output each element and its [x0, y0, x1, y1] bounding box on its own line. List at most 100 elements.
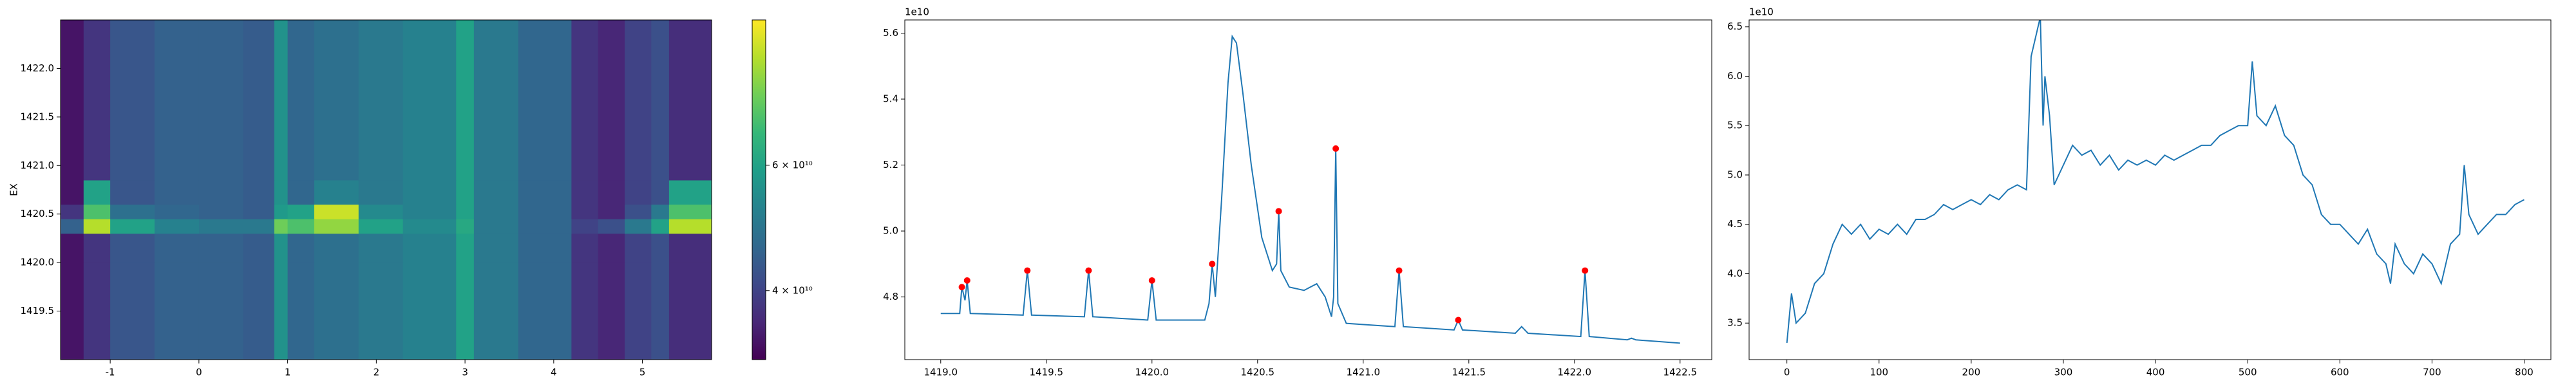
heatmap-cell: [456, 219, 475, 234]
heatmap-cell: [668, 20, 712, 181]
heatmap-cell: [651, 20, 670, 181]
heatmap-cell: [358, 219, 404, 234]
heatmap-cell: [274, 262, 289, 360]
colorbar-tick-label: 4 × 10¹⁰: [772, 284, 813, 296]
heatmap-cell: [274, 219, 289, 234]
heatmap-cell: [402, 262, 457, 360]
heatmap-cell: [243, 262, 275, 360]
x-tick-label: 5: [639, 367, 646, 378]
heatmap-cell: [625, 262, 652, 360]
peak-marker: [963, 277, 971, 284]
heatmap-cell: [314, 204, 359, 219]
heatmap-cell: [518, 20, 572, 181]
y-tick-label: 5.2: [883, 159, 898, 170]
x-tick-label: 1421.0: [1347, 367, 1381, 378]
heatmap-cell: [314, 233, 359, 263]
heatmap-cell: [274, 20, 289, 181]
heatmap-cell: [358, 179, 404, 205]
axes-frame: [60, 19, 712, 360]
peak-marker: [1582, 267, 1589, 274]
heatmap-cell: [668, 233, 712, 263]
heatmap-cell: [287, 204, 315, 219]
heatmap-cell: [625, 20, 652, 181]
peak-marker: [1396, 267, 1403, 274]
peak-marker: [1455, 317, 1462, 324]
heatmap-cell: [155, 179, 200, 205]
heatmap-cell: [598, 204, 625, 219]
heatmap-cell: [473, 233, 519, 263]
x-tick-label: 1419.0: [924, 367, 958, 378]
y-axis-label: EX: [8, 183, 20, 196]
heatmap-cell: [456, 262, 475, 360]
heatmap-cell: [287, 219, 315, 234]
peak-marker: [1275, 208, 1282, 215]
plot-area: [1786, 20, 2524, 344]
peak-marker: [1209, 261, 1216, 268]
heatmap-cell: [110, 179, 155, 205]
heatmap-cell: [402, 204, 457, 219]
y-tick-label: 5.0: [883, 225, 898, 237]
heatmap-cell: [518, 219, 572, 234]
heatmap-cell: [61, 179, 84, 205]
y-tick-label: 5.4: [883, 93, 898, 105]
heatmap-cell: [155, 204, 200, 219]
heatmap-cell: [110, 20, 155, 181]
heatmap-cell: [473, 204, 519, 219]
heatmap-cell: [61, 262, 84, 360]
x-tick-label: 3: [462, 367, 468, 378]
y-tick-label: 1421.5: [21, 111, 55, 122]
heatmap-cell: [651, 262, 670, 360]
x-tick-label: 1422.0: [1558, 367, 1592, 378]
heatmap-cell: [314, 20, 359, 181]
heatmap-cell: [402, 20, 457, 181]
heatmap-cell: [198, 262, 244, 360]
line-series: [940, 34, 1680, 344]
heatmap-cell: [668, 179, 712, 205]
heatmap-cell: [358, 233, 404, 263]
heatmap-cell: [243, 219, 275, 234]
heatmap-cell: [518, 204, 572, 219]
peak-marker: [1148, 277, 1155, 284]
x-tick-label: 1421.5: [1452, 367, 1486, 378]
heatmap-cell: [473, 20, 519, 181]
heatmap-cell: [358, 20, 404, 181]
heatmap-cell: [155, 219, 200, 234]
heatmap-cell: [668, 262, 712, 360]
x-tick-label: 500: [2239, 367, 2257, 378]
y-tick-label: 3.5: [1727, 317, 1743, 329]
x-tick-label: 1420.0: [1135, 367, 1170, 378]
x-tick-label: 1422.5: [1663, 367, 1698, 378]
heatmap-cell: [402, 219, 457, 234]
y-tick-label: 1419.5: [21, 305, 55, 317]
heatmap-cell: [243, 233, 275, 263]
heatmap-cell: [83, 262, 111, 360]
heatmap-cell: [83, 204, 111, 219]
x-tick-label: 200: [1962, 367, 1981, 378]
heatmap-cell: [274, 233, 289, 263]
heatmap-cell: [83, 219, 111, 234]
heatmap-cell: [314, 219, 359, 234]
y-tick-label: 1422.0: [21, 62, 55, 74]
y-tick-label: 1420.5: [21, 208, 55, 219]
y-tick-label: 5.5: [1727, 120, 1743, 131]
heatmap-cell: [155, 233, 200, 263]
y-tick-label: 4.5: [1727, 218, 1743, 230]
heatmap-cell: [243, 20, 275, 181]
heatmap-cell: [314, 179, 359, 205]
heatmap-cell: [287, 262, 315, 360]
x-tick-label: -1: [106, 367, 115, 378]
colorbar-tick-label: 6 × 10¹⁰: [772, 159, 813, 170]
heatmap-cell: [571, 262, 599, 360]
y-tick-label: 6.0: [1727, 70, 1743, 82]
heatmap-cell: [274, 179, 289, 205]
heatmap-cell: [61, 219, 84, 234]
heatmap-cell: [651, 219, 670, 234]
heatmap-cell: [358, 204, 404, 219]
axes-frame: [1748, 19, 2552, 360]
heatmap-cell: [651, 233, 670, 263]
heatmap-cell: [518, 262, 572, 360]
heatmap-cell: [61, 204, 84, 219]
x-tick-label: 100: [1870, 367, 1888, 378]
heatmap-cell: [198, 20, 244, 181]
y-tick-label: 5.0: [1727, 169, 1743, 180]
